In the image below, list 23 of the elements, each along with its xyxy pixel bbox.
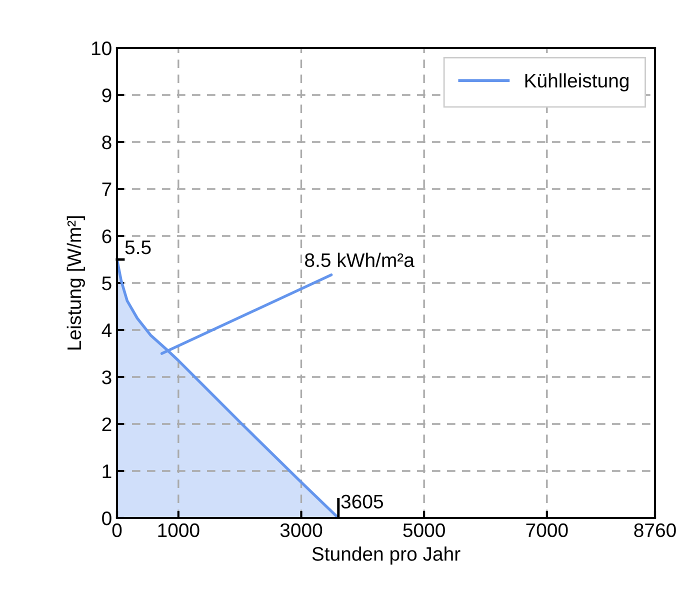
y-tick-label: 1 — [102, 464, 112, 478]
y-tick-label: 0 — [102, 511, 112, 526]
y-tick-label: 3 — [102, 370, 112, 384]
y-tick-label: 2 — [102, 417, 112, 432]
x-tick-label: 7000 — [526, 523, 568, 538]
x-tick-label: 1000 — [158, 523, 200, 538]
annotation: 8.5 kWh/m²a — [305, 252, 414, 268]
x-tick-label: 0 — [112, 523, 122, 538]
x-tick-label: 8760 — [634, 523, 676, 538]
y-tick-label: 7 — [102, 182, 112, 196]
y-tick-label: 10 — [92, 41, 112, 56]
legend-label: Kühlleistung — [525, 73, 628, 92]
y-axis-title: Leistung [W/m²] — [66, 216, 85, 350]
annotation: 5.5 — [125, 240, 151, 254]
x-axis-title: Stunden pro Jahr — [312, 546, 460, 565]
x-tick-label: 3000 — [280, 523, 322, 538]
y-tick-label: 4 — [102, 324, 112, 338]
y-tick-label: 6 — [102, 229, 112, 244]
x-tick-label: 5000 — [403, 523, 445, 538]
y-tick-label: 8 — [102, 135, 112, 150]
annotation: 3605 — [341, 494, 383, 509]
y-tick-label: 5 — [102, 276, 112, 290]
y-tick-label: 9 — [102, 88, 112, 102]
